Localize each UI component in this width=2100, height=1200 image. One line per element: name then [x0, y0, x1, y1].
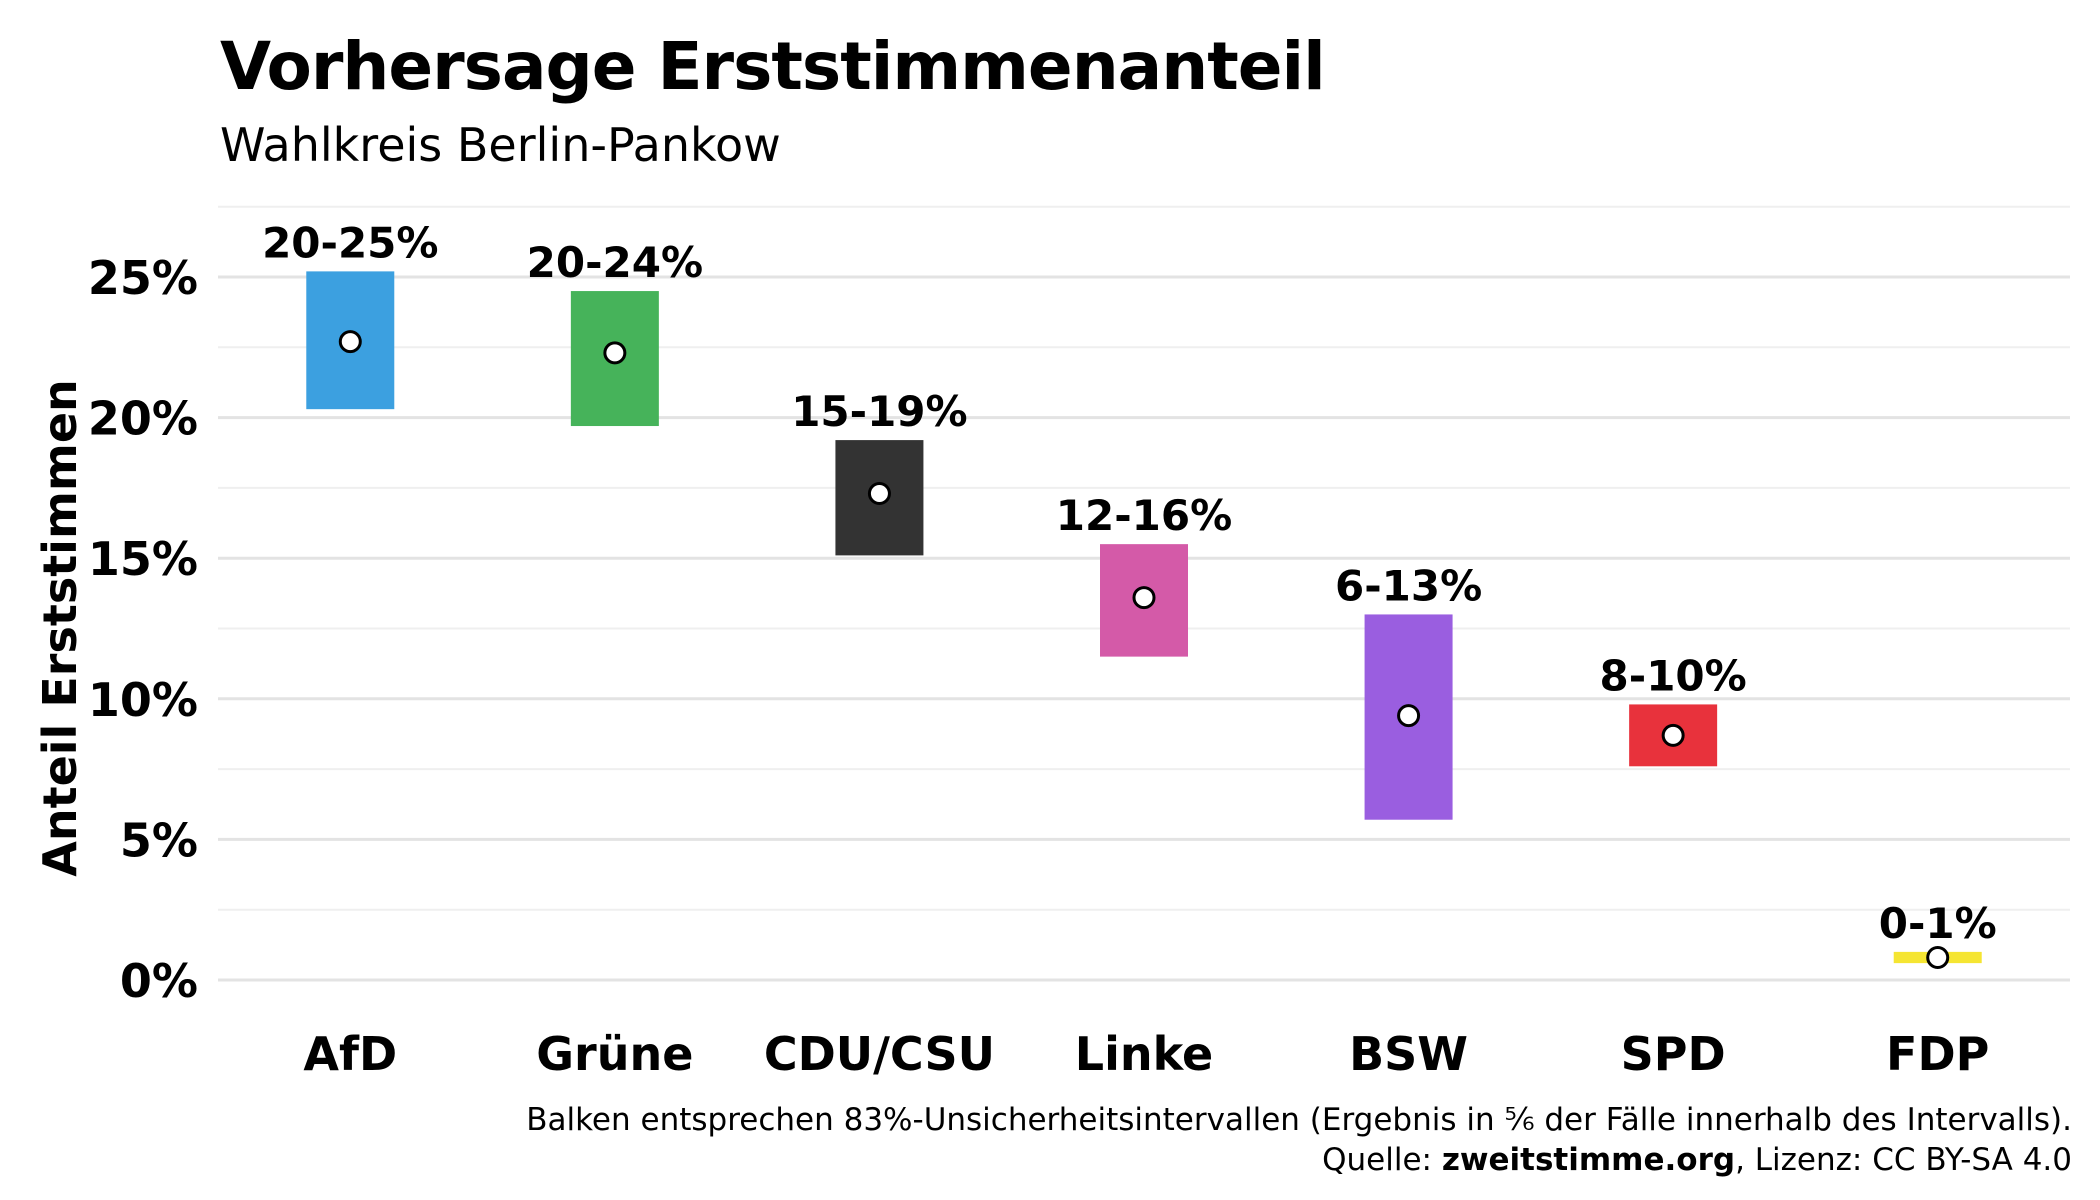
data-label: 20-24% — [527, 238, 703, 287]
data-label: 12-16% — [1056, 491, 1232, 540]
point-estimate — [1661, 723, 1685, 747]
caption-source: Quelle: zweitstimme.org, Lizenz: CC BY-S… — [1322, 1142, 2072, 1178]
point-estimate — [1132, 586, 1156, 610]
caption-note: Balken entsprechen 83%-Unsicherheitsinte… — [526, 1102, 2072, 1138]
point-estimate — [867, 482, 891, 506]
x-tick-label: FDP — [1886, 1027, 1989, 1081]
x-tick-label: AfD — [303, 1027, 397, 1081]
x-tick-label: CDU/CSU — [764, 1027, 995, 1081]
y-tick-label: 15% — [88, 532, 198, 586]
point-estimate — [338, 330, 362, 354]
point-estimate — [1926, 946, 1950, 970]
y-tick-label: 5% — [120, 813, 198, 867]
data-label: 15-19% — [791, 387, 967, 436]
chart-title: Vorhersage Erststimmenanteil — [220, 28, 1326, 105]
y-tick-label: 10% — [88, 673, 198, 727]
data-label: 6-13% — [1335, 561, 1482, 610]
data-label: 20-25% — [262, 218, 438, 267]
x-tick-label: SPD — [1621, 1027, 1726, 1081]
chart-caption: Balken entsprechen 83%-Unsicherheitsinte… — [526, 1100, 2072, 1180]
y-tick-label: 25% — [88, 251, 198, 305]
point-estimate — [1397, 704, 1421, 728]
x-tick-label: Linke — [1075, 1027, 1213, 1081]
x-tick-label: Grüne — [536, 1027, 693, 1081]
chart-subtitle: Wahlkreis Berlin-Pankow — [220, 118, 781, 172]
x-tick-label: BSW — [1349, 1027, 1468, 1081]
data-label: 8-10% — [1600, 651, 1747, 700]
y-axis-label: Anteil Erststimmen — [33, 379, 87, 877]
y-tick-label: 0% — [120, 954, 198, 1008]
y-tick-label: 20% — [88, 392, 198, 446]
source-link[interactable]: zweitstimme.org — [1441, 1142, 1736, 1178]
data-label: 0-1% — [1879, 899, 1997, 948]
point-estimate — [603, 341, 627, 365]
